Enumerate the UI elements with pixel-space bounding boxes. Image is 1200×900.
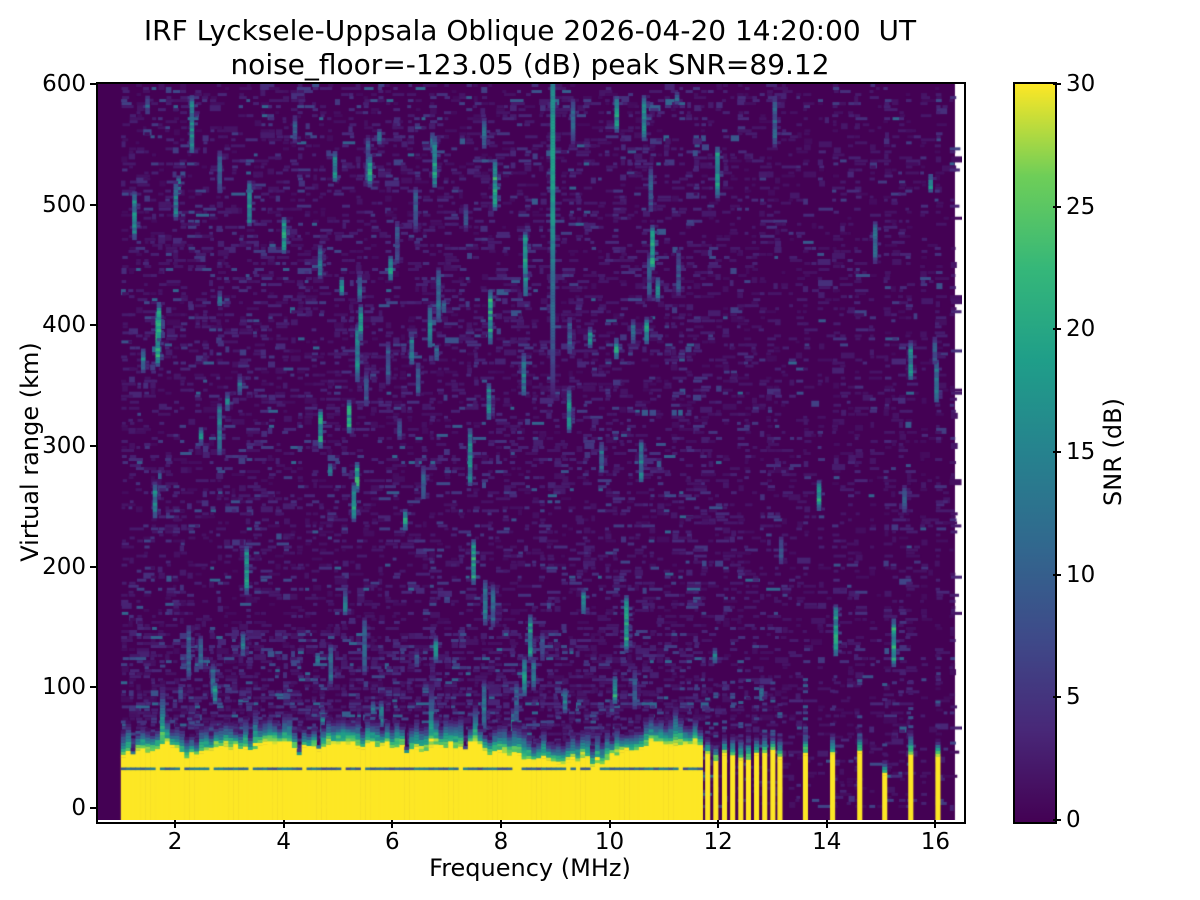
colorbar-tick-label-30: 30 — [1066, 71, 1096, 97]
y-tick-label-200: 200 — [42, 553, 86, 580]
y-tick-label-500: 500 — [42, 191, 86, 218]
x-tick-label-12: 12 — [703, 829, 733, 855]
x-tick-6 — [391, 820, 394, 828]
chart-title: IRF Lycksele-Uppsala Oblique 2026-04-20 … — [143, 14, 917, 47]
x-tick-label-2: 2 — [167, 829, 183, 855]
colorbar-tick-10 — [1053, 573, 1061, 576]
x-tick-14 — [825, 820, 828, 828]
colorbar-tick-30 — [1053, 83, 1061, 85]
colorbar — [1013, 82, 1057, 824]
y-tick-500 — [90, 203, 98, 206]
x-tick-10 — [608, 820, 611, 828]
heatmap-canvas — [98, 84, 962, 820]
x-tick-8 — [499, 820, 502, 828]
colorbar-tick-20 — [1053, 328, 1061, 331]
colorbar-label: SNR (dB) — [1099, 398, 1127, 506]
y-tick-400 — [90, 324, 98, 327]
colorbar-tick-label-0: 0 — [1066, 807, 1081, 833]
y-tick-300 — [90, 444, 98, 447]
x-tick-label-6: 6 — [385, 829, 400, 855]
x-tick-label-14: 14 — [812, 829, 842, 855]
x-tick-16 — [934, 820, 937, 828]
y-tick-label-400: 400 — [42, 312, 86, 339]
x-tick-label-8: 8 — [493, 829, 509, 855]
x-axis-label: Frequency (MHz) — [429, 854, 631, 882]
y-tick-0 — [90, 806, 98, 809]
colorbar-tick-0 — [1053, 819, 1061, 821]
x-tick-label-16: 16 — [920, 829, 951, 855]
y-tick-600 — [90, 83, 98, 85]
x-tick-label-10: 10 — [594, 829, 625, 855]
y-tick-label-600: 600 — [42, 71, 86, 97]
colorbar-tick-label-5: 5 — [1066, 684, 1081, 711]
chart-subtitle: noise_floor=-123.05 (dB) peak SNR=89.12 — [230, 48, 830, 81]
x-tick-2 — [174, 820, 177, 828]
y-tick-label-300: 300 — [42, 432, 86, 459]
y-tick-label-100: 100 — [42, 674, 86, 701]
y-tick-200 — [90, 565, 98, 568]
colorbar-tick-label-15: 15 — [1066, 439, 1096, 465]
y-axis-label: Virtual range (km) — [16, 342, 44, 562]
x-tick-4 — [282, 820, 285, 828]
colorbar-tick-label-20: 20 — [1066, 316, 1096, 343]
colorbar-tick-5 — [1053, 696, 1061, 699]
colorbar-gradient — [1015, 84, 1055, 822]
x-tick-12 — [717, 820, 720, 828]
y-tick-label-0: 0 — [71, 794, 86, 821]
colorbar-tick-label-10: 10 — [1066, 561, 1096, 588]
colorbar-tick-15 — [1053, 451, 1061, 453]
colorbar-tick-25 — [1053, 205, 1061, 208]
colorbar-tick-label-25: 25 — [1066, 193, 1096, 220]
x-tick-label-4: 4 — [276, 829, 292, 855]
y-tick-100 — [90, 686, 98, 689]
